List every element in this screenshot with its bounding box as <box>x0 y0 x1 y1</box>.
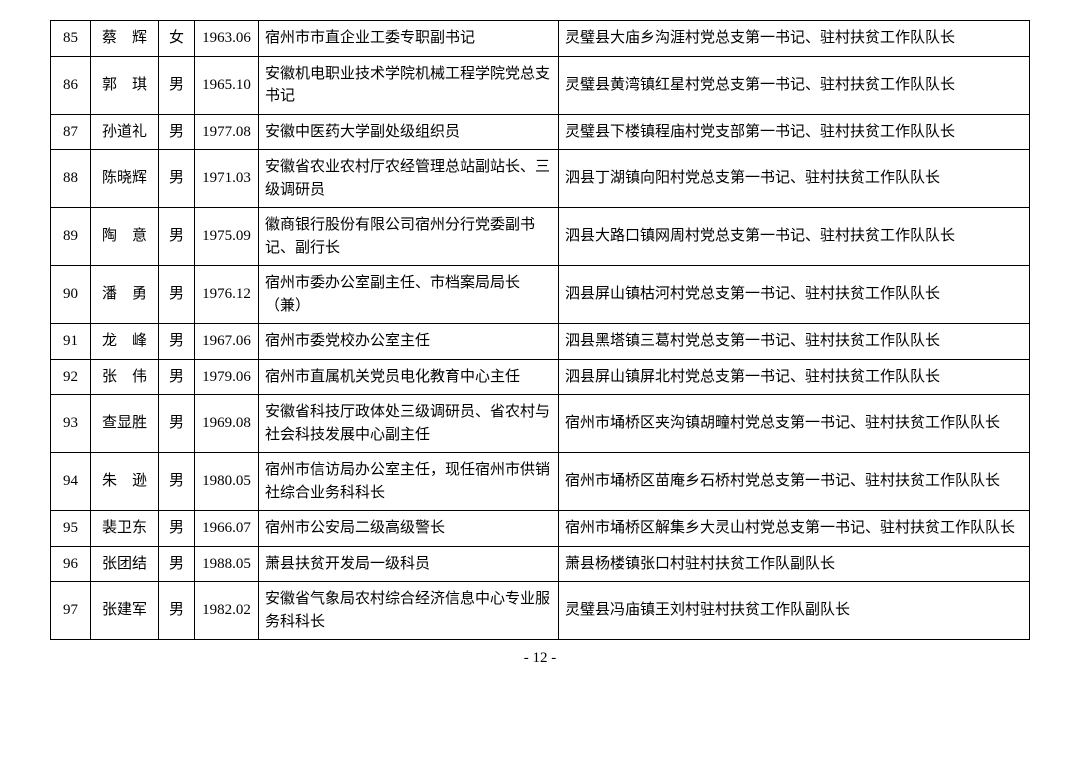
row-number: 97 <box>51 582 91 640</box>
row-date: 1966.07 <box>195 511 259 547</box>
row-name: 孙道礼 <box>91 114 159 150</box>
row-gender: 男 <box>159 266 195 324</box>
table-row: 88陈晓辉男1971.03安徽省农业农村厅农经管理总站副站长、三级调研员泗县丁湖… <box>51 150 1030 208</box>
row-number: 95 <box>51 511 91 547</box>
row-position-2: 宿州市埇桥区苗庵乡石桥村党总支第一书记、驻村扶贫工作队队长 <box>559 453 1030 511</box>
row-date: 1965.10 <box>195 56 259 114</box>
table-row: 87孙道礼男1977.08安徽中医药大学副处级组织员灵璧县下楼镇程庙村党支部第一… <box>51 114 1030 150</box>
row-name: 张建军 <box>91 582 159 640</box>
table-row: 86郭 琪男1965.10安徽机电职业技术学院机械工程学院党总支书记灵璧县黄湾镇… <box>51 56 1030 114</box>
row-position-2: 灵璧县下楼镇程庙村党支部第一书记、驻村扶贫工作队队长 <box>559 114 1030 150</box>
table-row: 90潘 勇男1976.12宿州市委办公室副主任、市档案局局长（兼）泗县屏山镇枯河… <box>51 266 1030 324</box>
row-number: 92 <box>51 359 91 395</box>
row-position-1: 宿州市委办公室副主任、市档案局局长（兼） <box>259 266 559 324</box>
row-position-2: 泗县屏山镇枯河村党总支第一书记、驻村扶贫工作队队长 <box>559 266 1030 324</box>
row-name: 裴卫东 <box>91 511 159 547</box>
table-row: 93查显胜男1969.08安徽省科技厅政体处三级调研员、省农村与社会科技发展中心… <box>51 395 1030 453</box>
row-position-1: 安徽省气象局农村综合经济信息中心专业服务科科长 <box>259 582 559 640</box>
row-gender: 男 <box>159 150 195 208</box>
row-number: 93 <box>51 395 91 453</box>
row-gender: 男 <box>159 582 195 640</box>
row-position-2: 泗县黑塔镇三葛村党总支第一书记、驻村扶贫工作队队长 <box>559 324 1030 360</box>
row-position-1: 宿州市委党校办公室主任 <box>259 324 559 360</box>
row-name: 陈晓辉 <box>91 150 159 208</box>
row-name: 蔡 辉 <box>91 21 159 57</box>
row-position-1: 安徽机电职业技术学院机械工程学院党总支书记 <box>259 56 559 114</box>
row-gender: 男 <box>159 114 195 150</box>
table-row: 91龙 峰男1967.06宿州市委党校办公室主任泗县黑塔镇三葛村党总支第一书记、… <box>51 324 1030 360</box>
table-row: 85蔡 辉女1963.06宿州市市直企业工委专职副书记灵璧县大庙乡沟涯村党总支第… <box>51 21 1030 57</box>
table-row: 92张 伟男1979.06宿州市直属机关党员电化教育中心主任泗县屏山镇屏北村党总… <box>51 359 1030 395</box>
row-gender: 男 <box>159 208 195 266</box>
page-number: - 12 - <box>50 650 1030 667</box>
row-gender: 男 <box>159 324 195 360</box>
row-position-2: 泗县大路口镇网周村党总支第一书记、驻村扶贫工作队队长 <box>559 208 1030 266</box>
row-position-1: 宿州市市直企业工委专职副书记 <box>259 21 559 57</box>
row-name: 张团结 <box>91 546 159 582</box>
row-position-1: 安徽省科技厅政体处三级调研员、省农村与社会科技发展中心副主任 <box>259 395 559 453</box>
row-position-1: 萧县扶贫开发局一级科员 <box>259 546 559 582</box>
table-row: 95裴卫东男1966.07宿州市公安局二级高级警长宿州市埇桥区解集乡大灵山村党总… <box>51 511 1030 547</box>
row-date: 1980.05 <box>195 453 259 511</box>
row-date: 1975.09 <box>195 208 259 266</box>
row-number: 96 <box>51 546 91 582</box>
row-position-2: 灵璧县大庙乡沟涯村党总支第一书记、驻村扶贫工作队队长 <box>559 21 1030 57</box>
row-gender: 男 <box>159 453 195 511</box>
row-number: 91 <box>51 324 91 360</box>
row-number: 85 <box>51 21 91 57</box>
row-date: 1988.05 <box>195 546 259 582</box>
row-name: 陶 意 <box>91 208 159 266</box>
row-position-2: 泗县屏山镇屏北村党总支第一书记、驻村扶贫工作队队长 <box>559 359 1030 395</box>
row-position-2: 灵璧县冯庙镇王刘村驻村扶贫工作队副队长 <box>559 582 1030 640</box>
row-date: 1969.08 <box>195 395 259 453</box>
row-number: 94 <box>51 453 91 511</box>
row-gender: 女 <box>159 21 195 57</box>
table-row: 96张团结男1988.05萧县扶贫开发局一级科员萧县杨楼镇张口村驻村扶贫工作队副… <box>51 546 1030 582</box>
row-number: 87 <box>51 114 91 150</box>
row-gender: 男 <box>159 511 195 547</box>
row-gender: 男 <box>159 359 195 395</box>
row-gender: 男 <box>159 56 195 114</box>
row-number: 89 <box>51 208 91 266</box>
row-position-2: 萧县杨楼镇张口村驻村扶贫工作队副队长 <box>559 546 1030 582</box>
row-position-1: 安徽省农业农村厅农经管理总站副站长、三级调研员 <box>259 150 559 208</box>
row-name: 郭 琪 <box>91 56 159 114</box>
row-position-1: 安徽中医药大学副处级组织员 <box>259 114 559 150</box>
row-position-2: 宿州市埇桥区夹沟镇胡疃村党总支第一书记、驻村扶贫工作队队长 <box>559 395 1030 453</box>
row-name: 潘 勇 <box>91 266 159 324</box>
row-date: 1967.06 <box>195 324 259 360</box>
row-gender: 男 <box>159 395 195 453</box>
personnel-table: 85蔡 辉女1963.06宿州市市直企业工委专职副书记灵璧县大庙乡沟涯村党总支第… <box>50 20 1030 640</box>
row-date: 1979.06 <box>195 359 259 395</box>
row-number: 86 <box>51 56 91 114</box>
row-name: 龙 峰 <box>91 324 159 360</box>
row-position-2: 灵璧县黄湾镇红星村党总支第一书记、驻村扶贫工作队队长 <box>559 56 1030 114</box>
row-position-2: 宿州市埇桥区解集乡大灵山村党总支第一书记、驻村扶贫工作队队长 <box>559 511 1030 547</box>
row-name: 张 伟 <box>91 359 159 395</box>
row-date: 1976.12 <box>195 266 259 324</box>
row-date: 1971.03 <box>195 150 259 208</box>
row-date: 1982.02 <box>195 582 259 640</box>
row-position-1: 徽商银行股份有限公司宿州分行党委副书记、副行长 <box>259 208 559 266</box>
table-row: 94朱 逊男1980.05宿州市信访局办公室主任，现任宿州市供销社综合业务科科长… <box>51 453 1030 511</box>
row-position-2: 泗县丁湖镇向阳村党总支第一书记、驻村扶贫工作队队长 <box>559 150 1030 208</box>
row-date: 1977.08 <box>195 114 259 150</box>
row-position-1: 宿州市直属机关党员电化教育中心主任 <box>259 359 559 395</box>
row-date: 1963.06 <box>195 21 259 57</box>
row-name: 朱 逊 <box>91 453 159 511</box>
row-number: 88 <box>51 150 91 208</box>
row-position-1: 宿州市公安局二级高级警长 <box>259 511 559 547</box>
row-position-1: 宿州市信访局办公室主任，现任宿州市供销社综合业务科科长 <box>259 453 559 511</box>
row-gender: 男 <box>159 546 195 582</box>
row-name: 查显胜 <box>91 395 159 453</box>
table-row: 89陶 意男1975.09徽商银行股份有限公司宿州分行党委副书记、副行长泗县大路… <box>51 208 1030 266</box>
row-number: 90 <box>51 266 91 324</box>
table-row: 97张建军男1982.02安徽省气象局农村综合经济信息中心专业服务科科长灵璧县冯… <box>51 582 1030 640</box>
